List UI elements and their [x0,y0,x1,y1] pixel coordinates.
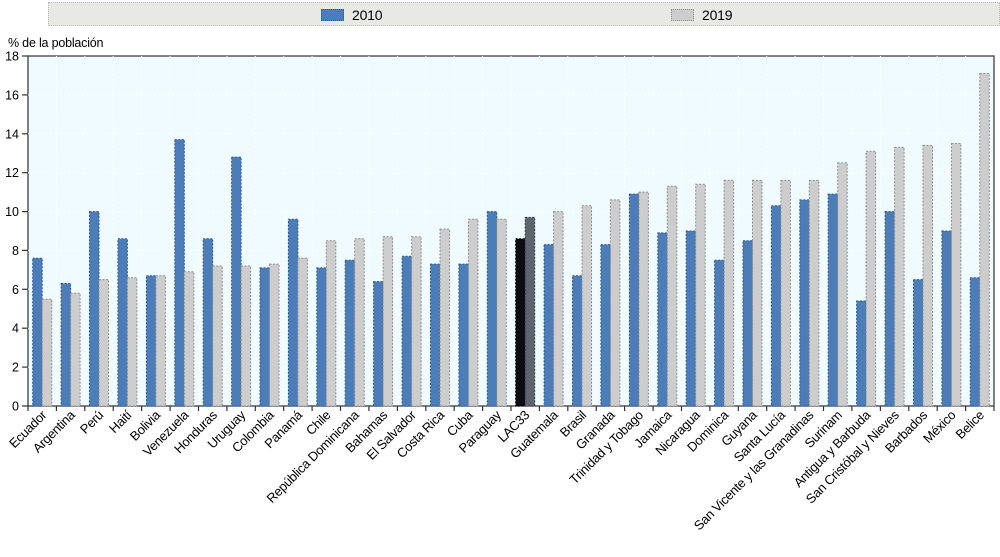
y-tick-label: 0 [12,400,19,414]
bar-2010-Guyana [742,240,753,407]
bar-2010-El-Salvador [401,255,413,407]
bar-2019-Jamaica [666,185,678,407]
bar-2010-Trinidad-y-Tobago [628,193,640,407]
y-tick-label: 8 [12,244,19,258]
y-tick-label: 16 [5,88,19,102]
bar-2019-Surinam [837,162,848,407]
legend-label-2019: 2019 [702,7,733,23]
bar-2010-Chile [316,267,327,407]
bar-2010-Surinam [827,193,839,407]
bar-2019-Bolivia [155,275,166,407]
x-category-label: México [920,407,959,446]
bar-2010-Guatemala [543,244,555,407]
y-tick-label: 4 [12,322,19,336]
bar-2019-Bahamas [382,236,394,407]
bar-2010-Perú [89,211,100,407]
bar-2010-Uruguay [231,156,242,407]
bar-2010-Barbados [913,279,924,407]
legend-item-2019: 2019 [671,7,733,23]
bar-2010-Bolivia [145,275,157,407]
y-tick-label: 12 [5,166,19,180]
bar-2010-Costa-Rica [430,263,441,407]
bar-2019-Santa-Lucía [780,179,791,407]
bar-2019-Uruguay [240,265,252,407]
bar-2019-San-Cristóbal-y-Nieves [894,146,905,407]
y-tick-label: 10 [5,205,19,219]
legend-swatch-2019 [671,9,694,21]
bar-2010-Bahamas [373,281,384,407]
bar-2019-Haití [126,277,138,407]
bar-2019-México [950,143,962,407]
legend-swatch-2010 [321,9,344,21]
bar-2010-Haití [117,238,128,407]
bar-2019-Guatemala [553,211,564,407]
bar-2010-Jamaica [657,232,668,407]
bar-2010-San-Vicente-y-las-Granadinas [799,199,810,407]
bar-2019-Argentina [70,292,81,407]
bar-2019-República-Dominicana [354,238,365,407]
bar-2019-Honduras [212,265,223,407]
bar-2019-Guyana [752,179,763,407]
y-tick-label: 14 [5,127,19,141]
bar-2010-México [941,230,952,407]
bar-2010-San-Cristóbal-y-Nieves [884,211,896,407]
bar-2019-Panamá [297,257,308,407]
bar-2019-Brasil [581,205,592,407]
x-category-label: Perú [77,407,106,436]
bar-2010-República-Dominicana [344,259,356,407]
bar-2019-Ecuador [41,298,53,407]
bar-2019-Costa-Rica [439,228,450,407]
bar-2010-Colombia [259,267,270,407]
y-tick-label: 2 [12,361,19,375]
bar-2019-San-Vicente-y-las-Granadinas [808,179,820,407]
bar-2019-Antigua-y-Barbuda [865,150,877,407]
y-axis-title: % de la población [8,36,104,50]
bar-2019-Paraguay [496,218,507,407]
bar-2010-Nicaragua [685,230,697,407]
bar-2019-Dominica [723,179,735,407]
bar-2010-Brasil [572,275,583,407]
bar-2010-Ecuador [32,257,43,407]
bar-2010-LAC33 [515,238,526,407]
bar-2010-Cuba [458,263,469,407]
bar-2010-Venezuela [174,139,185,407]
bar-2019-El-Salvador [411,236,422,407]
bar-2019-Barbados [922,144,933,407]
legend-item-2010: 2010 [321,7,383,23]
legend-label-2010: 2010 [352,7,383,23]
bar-2010-Granada [600,244,611,407]
bar-2019-Belice [979,73,990,407]
bar-2010-Honduras [202,238,214,407]
bar-2010-Belice [969,277,981,407]
bar-2019-Perú [98,279,109,407]
x-category-label: Belice [953,407,987,441]
y-tick-label: 6 [12,283,19,297]
bar-2019-Colombia [269,263,280,407]
bar-2019-LAC33 [524,216,536,407]
bar-2010-Santa-Lucía [770,205,782,407]
bar-2010-Antigua-y-Barbuda [856,300,867,407]
bar-2019-Trinidad-y-Tobago [638,191,649,407]
bar-2019-Cuba [467,218,479,407]
bar-2010-Paraguay [486,211,498,407]
bar-2019-Venezuela [183,271,195,407]
bar-2010-Dominica [714,259,725,407]
bar-2019-Nicaragua [695,183,706,407]
y-tick-label: 18 [5,50,19,64]
legend-strip: 2010 2019 [48,2,1000,26]
bar-2019-Chile [325,240,337,407]
bar-2010-Argentina [60,283,72,407]
bar-2019-Granada [609,199,621,407]
bar-2010-Panamá [287,218,299,407]
